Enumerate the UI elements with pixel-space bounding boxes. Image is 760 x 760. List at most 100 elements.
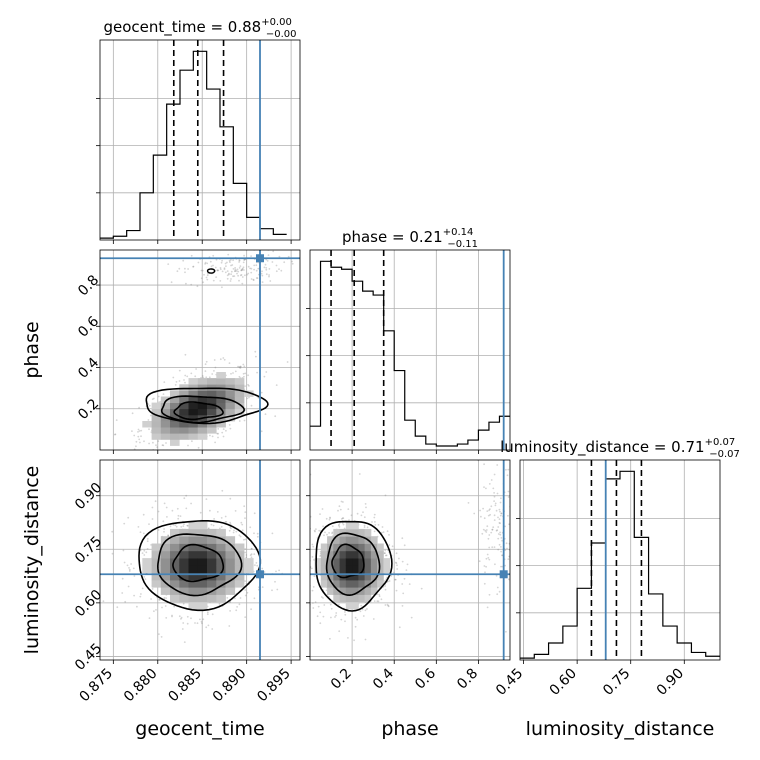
lumdist-vs-phase-point bbox=[383, 580, 386, 582]
lumdist-vs-time-point bbox=[213, 518, 216, 520]
phase-vs-time-point bbox=[247, 265, 250, 268]
phase-vs-time-density-cell bbox=[151, 402, 162, 410]
lumdist-vs-phase-point bbox=[338, 505, 341, 508]
lumdist-vs-phase-point bbox=[491, 528, 494, 531]
lumdist-vs-phase-point bbox=[331, 531, 334, 534]
lumdist-vs-phase-point bbox=[525, 503, 527, 505]
phase-vs-time-point bbox=[234, 270, 237, 272]
lumdist-vs-phase-point bbox=[386, 603, 389, 606]
lumdist-vs-time-point bbox=[132, 567, 135, 570]
lumdist-vs-phase-point bbox=[491, 528, 494, 531]
phase-vs-time-point bbox=[114, 433, 116, 436]
lumdist-vs-time-point bbox=[274, 580, 276, 583]
lumdist-vs-time-point bbox=[178, 615, 181, 618]
phase-vs-time-density-cell bbox=[188, 414, 199, 422]
phase-vs-time-point bbox=[252, 278, 255, 281]
phase-vs-time-point bbox=[157, 440, 160, 443]
lumdist-vs-phase-truth-marker bbox=[499, 570, 508, 579]
phase-vs-time-density-cell bbox=[234, 390, 245, 397]
lumdist-vs-phase-point bbox=[388, 580, 391, 582]
lumdist-vs-phase-point bbox=[496, 529, 499, 532]
lumdist-vs-time-point bbox=[244, 511, 247, 513]
lumdist-vs-phase-point bbox=[350, 514, 353, 517]
phase-vs-time-point bbox=[212, 264, 214, 267]
phase-vs-time-point bbox=[187, 444, 189, 447]
phase-vs-time-point bbox=[183, 379, 185, 381]
phase-vs-time-point bbox=[255, 277, 258, 279]
phase-vs-time-point bbox=[225, 265, 227, 267]
lumdist-vs-phase-point bbox=[408, 583, 411, 585]
phase-vs-time-point bbox=[151, 398, 154, 401]
phase-vs-time-point bbox=[208, 376, 211, 379]
lumdist-vs-time-density-cell bbox=[179, 550, 189, 559]
lumdist-vs-time-contour-0 bbox=[138, 520, 262, 612]
lumdist-vs-time-point bbox=[123, 561, 126, 564]
lumdist-vs-phase-density-cell bbox=[320, 579, 328, 588]
phase-vs-time-density-cell bbox=[188, 408, 199, 416]
phase-vs-time-point bbox=[243, 365, 246, 368]
phase-vs-time-point bbox=[263, 266, 266, 269]
phase-vs-time-point bbox=[239, 365, 242, 368]
phase-vs-time-point bbox=[255, 269, 258, 272]
lumdist-vs-phase-density-cell bbox=[327, 587, 334, 595]
lumdist-vs-phase-point bbox=[342, 523, 345, 526]
lumdist-vs-time-point bbox=[220, 525, 223, 528]
phase-vs-time-point bbox=[222, 357, 225, 359]
phase-vs-time-point bbox=[207, 272, 209, 275]
lumdist-vs-phase-point bbox=[487, 537, 490, 540]
lumdist-vs-phase-point bbox=[384, 604, 387, 606]
geocent-time-hist-title-plus: +0.00 bbox=[261, 17, 292, 28]
lumdist-vs-time-point bbox=[205, 626, 208, 629]
lumdist-vs-phase-point bbox=[394, 561, 397, 564]
phase-vs-time-point bbox=[268, 268, 271, 270]
phase-vs-time-point bbox=[135, 440, 138, 443]
lumdist-vs-phase-point bbox=[497, 537, 500, 540]
lumdist-vs-time-point bbox=[206, 611, 209, 614]
lumdist-vs-phase-point bbox=[493, 546, 496, 548]
phase-vs-time-point bbox=[138, 406, 141, 409]
lumdist-vs-phase-point bbox=[484, 571, 486, 574]
phase-vs-time-point bbox=[180, 452, 182, 454]
phase-vs-time-density-cell bbox=[170, 390, 180, 397]
lumdist-vs-time-point bbox=[199, 618, 201, 621]
lumdist-vs-phase-density-cell bbox=[320, 550, 328, 559]
phase-vs-time-point bbox=[163, 381, 166, 383]
phase-vs-time-point bbox=[191, 440, 193, 443]
lumdist-vs-phase-panel bbox=[306, 459, 527, 664]
lumdist-vs-phase-density-cell bbox=[358, 587, 366, 595]
phase-vs-time-contour-small bbox=[206, 268, 216, 274]
lumdist-vs-phase-density-cell bbox=[339, 572, 347, 581]
lumdist-vs-phase-point bbox=[360, 514, 363, 517]
phase-vs-time-point bbox=[236, 272, 238, 275]
lumdist-vs-phase-point bbox=[498, 543, 501, 546]
phase-vs-time-point bbox=[224, 271, 227, 274]
lumdist-vs-phase-point bbox=[403, 544, 406, 547]
lumdist-vs-phase-point bbox=[313, 559, 315, 561]
lumdist-vs-phase-point bbox=[361, 608, 364, 611]
phase-vs-time-point bbox=[190, 283, 193, 286]
lumdist-vs-time-point bbox=[143, 576, 146, 578]
lumdist-vs-time-density-cell bbox=[216, 536, 226, 544]
lumdist-vs-phase-density-cell bbox=[345, 550, 353, 559]
lumdist-vs-phase-point bbox=[307, 545, 309, 547]
phase-vs-time-density-cell bbox=[216, 396, 226, 403]
lumdist-vs-phase-point bbox=[377, 524, 380, 526]
phase-hist-frame bbox=[309, 249, 511, 451]
lumdist-vs-phase-density-cell bbox=[358, 565, 366, 574]
lumdist-vs-phase-point bbox=[498, 508, 501, 511]
phase-vs-time-point bbox=[217, 432, 220, 435]
phase-vs-time-point bbox=[240, 274, 243, 276]
phase-vs-time-point bbox=[228, 362, 231, 364]
lumdist-vs-time-point bbox=[216, 511, 219, 513]
lumdist-vs-phase-point bbox=[328, 518, 331, 521]
phase-vs-time-point bbox=[265, 268, 268, 271]
lumdist-vs-time-density-cell bbox=[151, 565, 162, 574]
lumdist-vs-phase-density-cell bbox=[339, 587, 347, 595]
phase-vs-time-point bbox=[211, 373, 214, 375]
lumdist-vs-phase-point bbox=[401, 560, 404, 563]
phase-vs-time-point bbox=[247, 272, 250, 275]
phase-vs-time-density-cell bbox=[225, 390, 236, 397]
lumdist-vs-phase-point bbox=[364, 609, 367, 612]
phase-vs-time-point bbox=[219, 267, 222, 269]
phase-vs-time-density-cell bbox=[160, 402, 171, 410]
